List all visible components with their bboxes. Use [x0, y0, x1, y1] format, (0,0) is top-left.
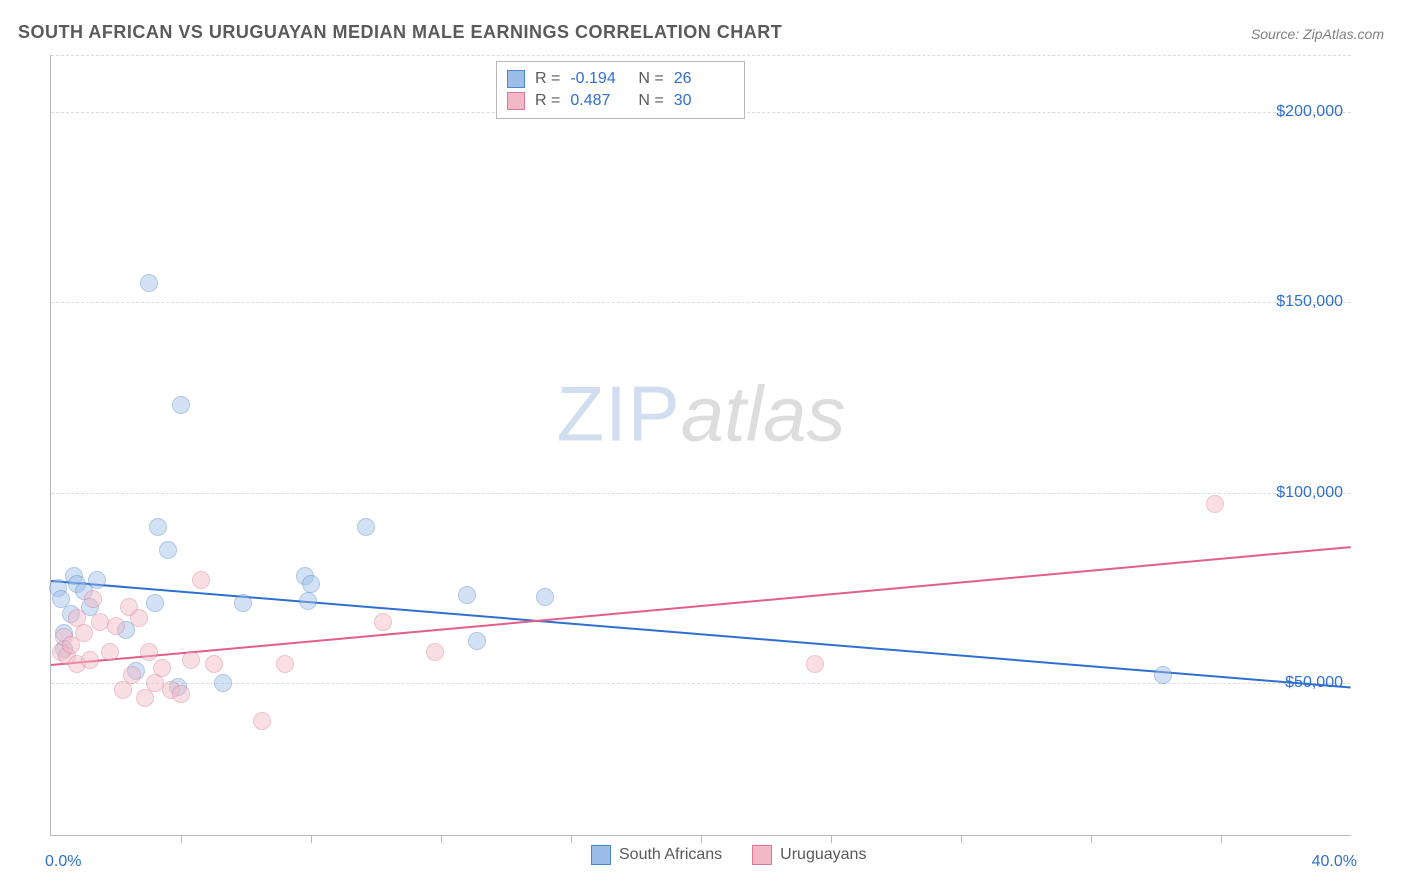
source-label: Source: — [1251, 26, 1299, 42]
data-point-uruguayans — [205, 655, 223, 673]
x-axis-label: 0.0% — [45, 853, 81, 871]
x-tick — [961, 835, 962, 843]
data-point-south_africans — [88, 571, 106, 589]
stat-n-value-uruguayans: 30 — [674, 90, 732, 112]
stat-n-label: N = — [638, 90, 663, 112]
series-legend: South Africans Uruguayans — [591, 845, 866, 865]
gridline — [51, 55, 1351, 56]
stat-n-value-south_africans: 26 — [674, 68, 732, 90]
watermark: ZIPatlas — [556, 368, 845, 459]
chart-title: SOUTH AFRICAN VS URUGUAYAN MEDIAN MALE E… — [18, 22, 782, 43]
data-point-uruguayans — [123, 666, 141, 684]
x-tick — [311, 835, 312, 843]
stat-n-label: N = — [638, 68, 663, 90]
data-point-uruguayans — [253, 712, 271, 730]
gridline — [51, 493, 1351, 494]
data-point-uruguayans — [136, 689, 154, 707]
data-point-uruguayans — [172, 685, 190, 703]
stat-r-label: R = — [535, 68, 560, 90]
data-point-uruguayans — [140, 643, 158, 661]
data-point-south_africans — [234, 594, 252, 612]
stat-r-value-south_africans: -0.194 — [570, 68, 628, 90]
legend-swatch-uruguayans — [752, 845, 772, 865]
watermark-zip: ZIP — [556, 369, 680, 457]
legend-item-south_africans: South Africans — [591, 845, 722, 865]
legend-label-south_africans: South Africans — [619, 846, 722, 864]
y-tick-label: $100,000 — [1276, 484, 1343, 502]
data-point-south_africans — [140, 274, 158, 292]
data-point-south_africans — [149, 518, 167, 536]
legend-swatch-uruguayans — [507, 92, 525, 110]
source-value: ZipAtlas.com — [1303, 26, 1384, 42]
data-point-uruguayans — [153, 659, 171, 677]
data-point-south_africans — [146, 594, 164, 612]
data-point-south_africans — [159, 541, 177, 559]
x-tick — [441, 835, 442, 843]
x-tick — [1091, 835, 1092, 843]
x-tick — [831, 835, 832, 843]
correlation-stat-box: R = -0.194 N = 26 R = 0.487 N = 30 — [496, 61, 745, 119]
data-point-uruguayans — [101, 643, 119, 661]
data-point-south_africans — [1154, 666, 1172, 684]
plot-area: ZIPatlas $50,000$100,000$150,000$200,000… — [50, 55, 1351, 836]
data-point-uruguayans — [114, 681, 132, 699]
data-point-south_africans — [468, 632, 486, 650]
data-point-south_africans — [214, 674, 232, 692]
gridline — [51, 302, 1351, 303]
x-tick — [181, 835, 182, 843]
x-tick — [701, 835, 702, 843]
gridline — [51, 683, 1351, 684]
x-axis-label: 40.0% — [1312, 853, 1357, 871]
x-tick — [571, 835, 572, 843]
y-tick-label: $200,000 — [1276, 103, 1343, 121]
x-tick — [1221, 835, 1222, 843]
data-point-south_africans — [299, 592, 317, 610]
stat-r-label: R = — [535, 90, 560, 112]
data-point-uruguayans — [130, 609, 148, 627]
stat-row-south_africans: R = -0.194 N = 26 — [507, 68, 732, 90]
data-point-uruguayans — [1206, 495, 1224, 513]
legend-swatch-south_africans — [507, 70, 525, 88]
stat-row-uruguayans: R = 0.487 N = 30 — [507, 90, 732, 112]
data-point-south_africans — [357, 518, 375, 536]
data-point-uruguayans — [81, 651, 99, 669]
legend-label-uruguayans: Uruguayans — [780, 846, 866, 864]
data-point-south_africans — [302, 575, 320, 593]
y-tick-label: $150,000 — [1276, 293, 1343, 311]
chart-root: SOUTH AFRICAN VS URUGUAYAN MEDIAN MALE E… — [0, 0, 1406, 892]
data-point-uruguayans — [426, 643, 444, 661]
watermark-atlas: atlas — [681, 369, 846, 457]
data-point-uruguayans — [374, 613, 392, 631]
stat-r-value-uruguayans: 0.487 — [570, 90, 628, 112]
data-point-uruguayans — [107, 617, 125, 635]
legend-item-uruguayans: Uruguayans — [752, 845, 866, 865]
data-point-south_africans — [536, 588, 554, 606]
data-point-uruguayans — [182, 651, 200, 669]
data-point-uruguayans — [91, 613, 109, 631]
data-point-uruguayans — [276, 655, 294, 673]
data-point-uruguayans — [192, 571, 210, 589]
data-point-south_africans — [172, 396, 190, 414]
data-point-uruguayans — [84, 590, 102, 608]
data-point-uruguayans — [75, 624, 93, 642]
chart-source: Source: ZipAtlas.com — [1251, 26, 1384, 42]
data-point-south_africans — [458, 586, 476, 604]
data-point-uruguayans — [806, 655, 824, 673]
legend-swatch-south_africans — [591, 845, 611, 865]
